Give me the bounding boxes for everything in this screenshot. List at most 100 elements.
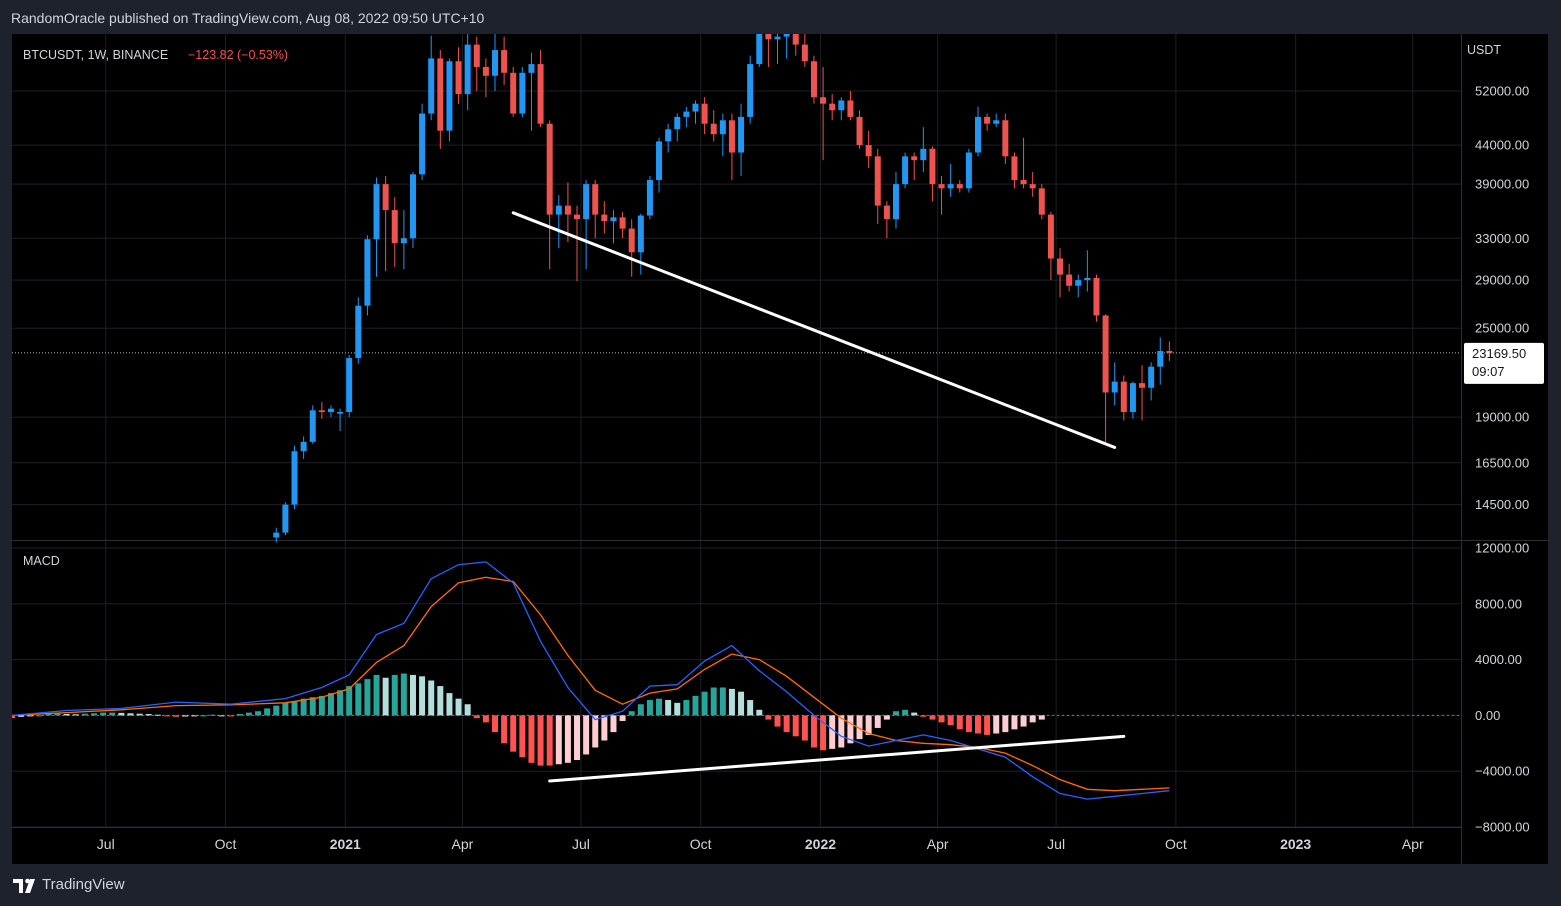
time-tick-label: Oct: [215, 836, 237, 852]
candle-body: [665, 129, 672, 142]
candle-body: [1038, 188, 1045, 215]
histogram-bar: [820, 715, 827, 751]
macd-legend-label[interactable]: MACD: [23, 554, 60, 568]
histogram-bar: [965, 715, 972, 733]
histogram-bar: [18, 715, 25, 717]
price-tick-label: 52000.00: [1475, 83, 1529, 98]
time-tick-label: Apr: [1402, 836, 1424, 852]
legend-symbol[interactable]: BTCUSDT, 1W, BINANCE: [23, 48, 168, 62]
candle-body: [382, 184, 389, 211]
brand-name[interactable]: TradingView: [42, 876, 125, 893]
histogram-bar: [446, 693, 453, 716]
histogram-bar: [519, 715, 526, 758]
candle-body: [1057, 258, 1064, 275]
candle-body: [291, 451, 298, 505]
candle-body: [391, 210, 398, 244]
price-tick-label: 19000.00: [1475, 410, 1529, 425]
histogram-bar: [947, 715, 954, 726]
histogram-bar: [437, 686, 444, 716]
bar-countdown: 09:07: [1472, 364, 1505, 379]
histogram-bar: [264, 708, 271, 716]
histogram-bar: [665, 700, 672, 716]
histogram-bar: [692, 695, 699, 716]
histogram-bar: [191, 715, 198, 717]
histogram-bar: [291, 701, 298, 716]
macd-tick-label: −8000.00: [1475, 820, 1530, 835]
last-price-value: 23169.50: [1472, 346, 1526, 361]
histogram-bar: [619, 715, 626, 721]
candlestick-series: [273, 34, 1173, 543]
candle-body: [1102, 315, 1109, 393]
candle-body: [601, 214, 608, 222]
histogram-bar: [719, 687, 726, 716]
footer-bar: TradingView: [0, 868, 1561, 906]
candle-body: [938, 184, 945, 189]
candle-body: [984, 116, 991, 124]
histogram-bar: [783, 715, 790, 733]
macd-tick-label: 12000.00: [1475, 540, 1529, 555]
histogram-bar: [118, 712, 125, 716]
candle-body: [273, 532, 280, 538]
candle-body: [546, 123, 553, 215]
histogram-bar: [646, 700, 653, 716]
candle-body: [801, 44, 808, 62]
histogram-bar: [218, 715, 225, 717]
histogram-bar: [54, 713, 61, 716]
histogram-bar: [27, 715, 34, 717]
candle-body: [355, 305, 362, 359]
macd-trendline[interactable]: [548, 734, 1126, 783]
candle-body: [373, 184, 380, 240]
histogram-bar: [100, 712, 107, 716]
price-axis[interactable]: USDT 14500.00 16500.00 19000.00 25000.00 290…: [1467, 43, 1529, 512]
price-tick-label: 29000.00: [1475, 273, 1529, 288]
macd-axis[interactable]: −8000.00 −4000.00 0.00 4000.00 8000.00 12000.…: [1475, 540, 1530, 834]
candle-body: [564, 205, 571, 215]
chart-svg[interactable]: USDT 14500.00 16500.00 19000.00 25000.00 290…: [12, 34, 1548, 864]
price-tick-label: 33000.00: [1475, 231, 1529, 246]
candle-body: [883, 205, 890, 220]
chart-frame[interactable]: USDT 14500.00 16500.00 19000.00 25000.00 290…: [12, 34, 1548, 864]
histogram-bar: [12, 715, 15, 719]
candle-body: [847, 100, 854, 117]
histogram-bar: [455, 698, 462, 716]
candle-body: [993, 120, 1000, 124]
histogram-bar: [1038, 715, 1045, 720]
candle-body: [300, 441, 307, 452]
histogram-bar: [610, 715, 617, 733]
candle-body: [646, 180, 653, 216]
candle-body: [409, 174, 416, 239]
candle-body: [437, 58, 444, 131]
candle-body: [747, 64, 754, 117]
histogram-bar: [1011, 715, 1018, 730]
histogram-bar: [282, 702, 289, 716]
histogram-bar: [473, 715, 480, 719]
candle-body: [865, 145, 872, 157]
histogram-bar: [273, 705, 280, 716]
currency-label: USDT: [1467, 43, 1501, 57]
candle-body: [1047, 214, 1054, 259]
tradingview-logo-icon[interactable]: [12, 874, 40, 898]
candle-body: [701, 103, 708, 124]
candle-body: [510, 72, 517, 114]
histogram-bar: [583, 715, 590, 755]
histogram-bar: [337, 690, 344, 716]
histogram-bar: [255, 711, 262, 716]
legend-change: −123.82 (−0.53%): [188, 48, 288, 62]
histogram-bar: [810, 715, 817, 748]
histogram-bar: [656, 698, 663, 716]
price-trendline[interactable]: [511, 211, 1117, 449]
macd-tick-label: −4000.00: [1475, 764, 1530, 779]
histogram-bar: [245, 712, 252, 716]
macd-histogram: [12, 673, 1045, 766]
time-axis[interactable]: Jul Oct 2021 Apr Jul Oct 2022 Apr Jul Oct 2023 Apr: [97, 836, 1424, 852]
histogram-bar: [373, 674, 380, 716]
candle-body: [337, 412, 344, 414]
candle-body: [428, 58, 435, 114]
histogram-bar: [856, 715, 863, 740]
candle-body: [1129, 383, 1136, 413]
histogram-bar: [72, 714, 79, 716]
histogram-bar: [765, 715, 772, 720]
chart-background: [12, 34, 1548, 864]
time-tick-label: Oct: [1165, 836, 1187, 852]
histogram-bar: [920, 715, 927, 717]
